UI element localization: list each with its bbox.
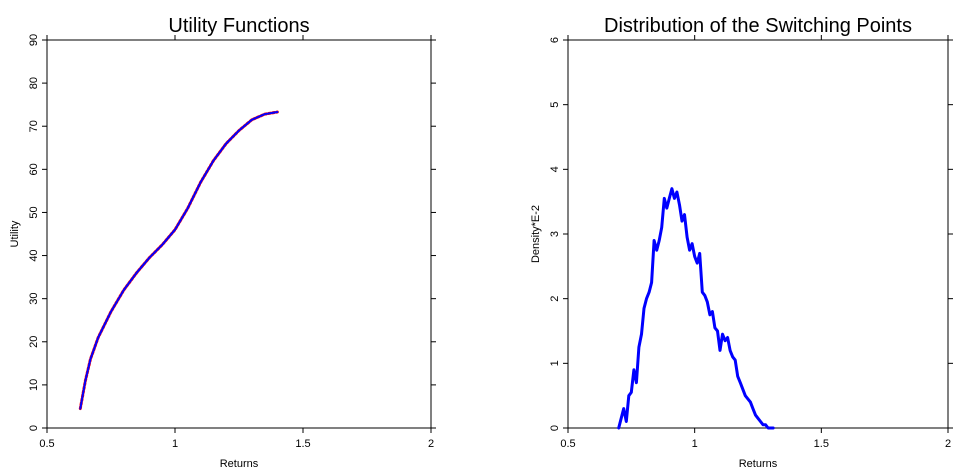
switching-points-distribution-chart: Distribution of the Switching Points 0.5 1…	[530, 15, 953, 470]
y-tick-label: 10	[28, 379, 40, 391]
x-tick-label: 2	[945, 438, 951, 450]
y-tick-label: 80	[28, 77, 40, 89]
y-tick-label: 6	[549, 37, 561, 43]
y-tick-label: 5	[549, 102, 561, 108]
y-tick-label: 50	[28, 206, 40, 218]
y-tick-label: 2	[549, 296, 561, 302]
y-tick-label: 90	[28, 34, 40, 46]
y-tick-label: 0	[549, 425, 561, 431]
y-tick-label: 60	[28, 163, 40, 175]
plot-frame	[567, 39, 949, 429]
x-axis-label: Returns	[220, 458, 259, 470]
x-tick-label: 1.5	[295, 438, 310, 450]
x-tick-label: 1.5	[814, 438, 829, 450]
x-tick-label: 1	[172, 438, 178, 450]
y-tick-label: 1	[549, 360, 561, 366]
x-tick-label: 0.5	[39, 438, 54, 450]
series-line-0	[617, 187, 775, 430]
chart-title: Distribution of the Switching Points	[604, 15, 912, 37]
y-tick-label: 0	[28, 425, 40, 431]
y-tick-label: 40	[28, 249, 40, 261]
y-tick-label: 70	[28, 120, 40, 132]
y-tick-label: 4	[549, 166, 561, 172]
y-tick-label: 30	[28, 293, 40, 305]
series-line-1	[79, 111, 279, 410]
x-tick-label: 1	[692, 438, 698, 450]
chart-title: Utility Functions	[168, 15, 309, 37]
y-tick-label: 20	[28, 336, 40, 348]
plot-frame	[46, 39, 432, 429]
x-tick-label: 0.5	[560, 438, 575, 450]
y-axis-label: Utility	[9, 220, 21, 247]
series-line-0	[78, 110, 279, 411]
y-axis-label: Density*E-2	[530, 205, 542, 263]
x-tick-label: 2	[428, 438, 434, 450]
x-axis-label: Returns	[739, 458, 778, 470]
y-tick-label: 3	[549, 231, 561, 237]
